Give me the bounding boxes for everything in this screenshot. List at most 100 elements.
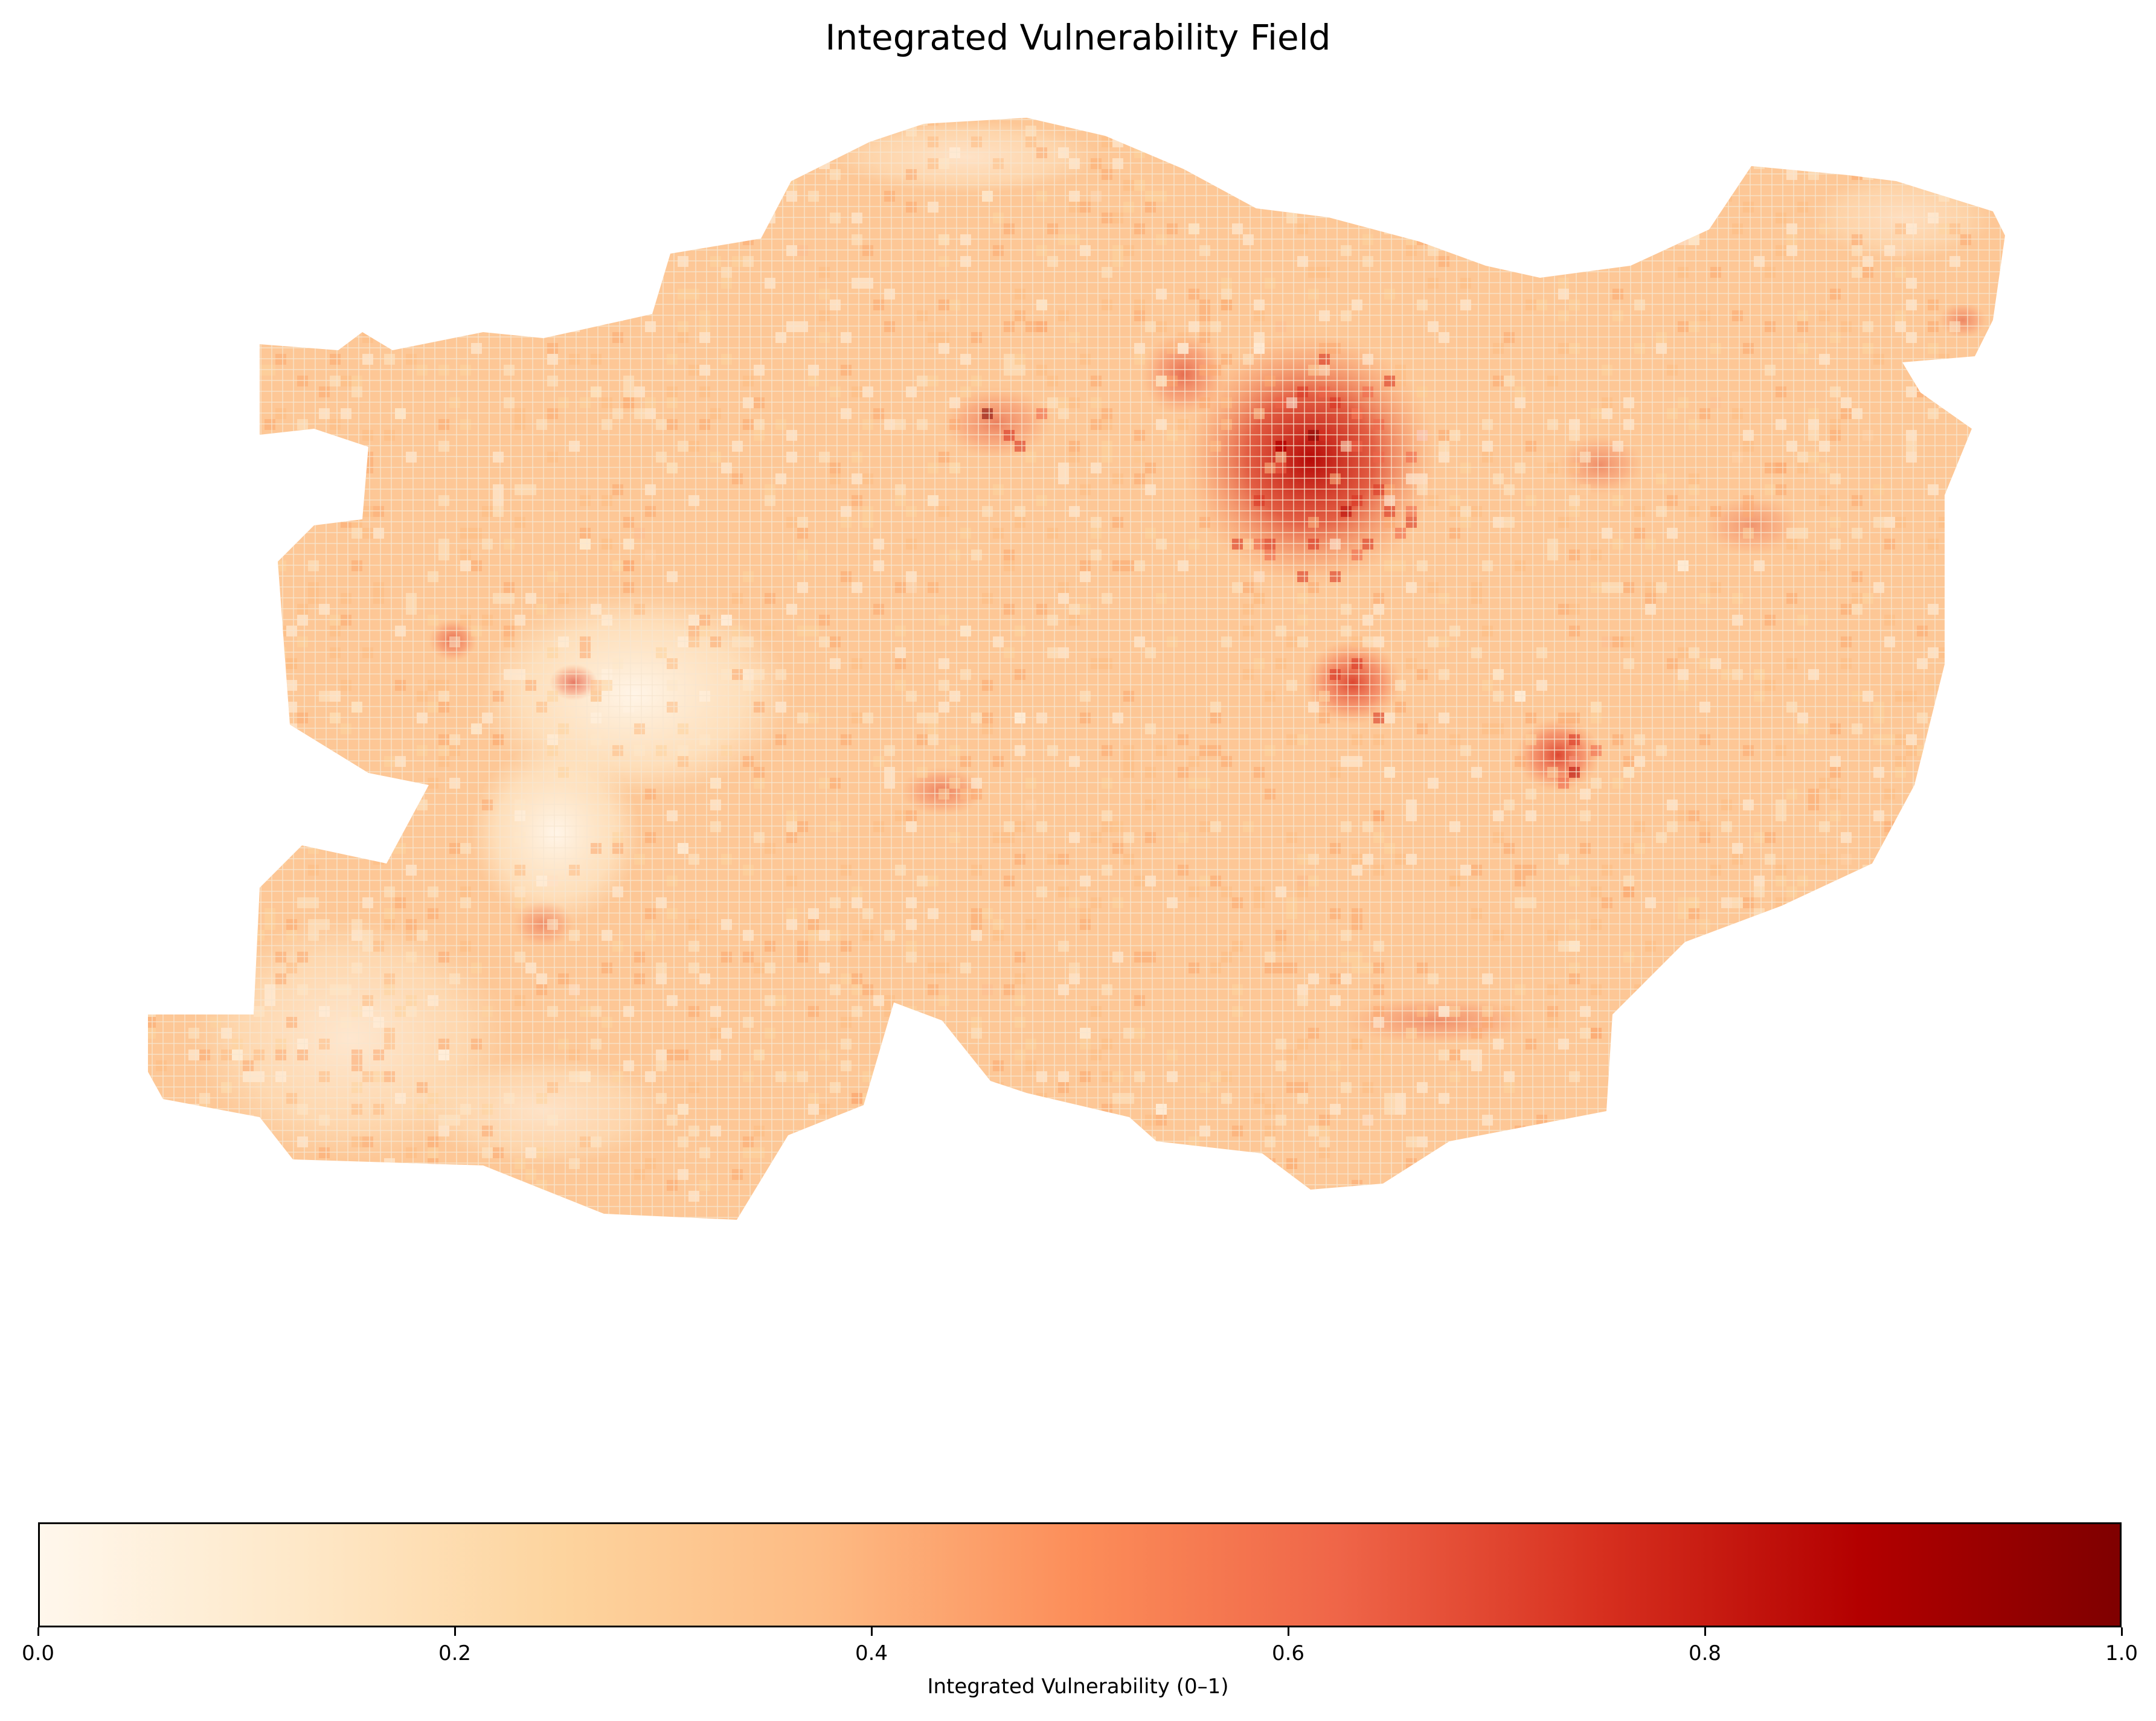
grid-cell [808,1136,819,1147]
grid-cell [1949,886,1960,897]
grid-cell [188,354,199,365]
grid-cell [471,191,482,202]
grid-cell [1612,1039,1623,1050]
grid-cell [580,213,591,223]
grid-cell [1862,963,1873,973]
grid-cell [1841,1093,1852,1104]
grid-cell [265,550,275,560]
grid-cell [330,267,341,278]
grid-cell [1830,1180,1841,1191]
grid-cell [178,147,188,158]
grid-cell [1949,571,1960,582]
grid-cell [373,843,384,854]
grid-cell [188,430,199,441]
grid-cell [167,397,178,408]
grid-cell [482,191,493,202]
grid-cell [232,865,243,876]
grid-cell [1634,1158,1645,1169]
grid-cell [1841,126,1852,136]
grid-cell [754,118,765,126]
grid-cell [1352,180,1362,191]
grid-cell [906,1039,917,1050]
grid-cell [449,321,460,332]
grid-cell [1710,191,1721,202]
grid-cell [623,202,634,213]
grid-cell [1254,118,1265,126]
grid-cell [1960,995,1971,1006]
colorbar-tick [2121,1627,2123,1636]
grid-cell [1482,191,1493,202]
grid-cell [178,484,188,495]
grid-cell [710,158,721,169]
grid-cell [482,169,493,180]
grid-cell [1765,126,1776,136]
grid-cell [395,158,406,169]
grid-cell [1167,136,1178,147]
grid-cell [373,789,384,800]
grid-cell [938,1147,949,1158]
grid-cell [1862,1060,1873,1071]
grid-cell [243,147,254,158]
grid-cell [449,267,460,278]
grid-cell [449,118,460,126]
grid-cell [406,278,417,289]
grid-cell [254,745,265,756]
grid-cell [148,408,156,419]
grid-cell [210,386,221,397]
grid-cell [1884,952,1895,963]
grid-cell [1895,1093,1906,1104]
grid-cell [188,1158,199,1169]
grid-cell [1569,1169,1580,1180]
grid-cell [1710,1006,1721,1017]
grid-cell [1634,180,1645,191]
grid-cell [156,626,167,636]
grid-cell [1721,1104,1732,1115]
grid-cell [1873,1006,1884,1017]
grid-cell [148,256,156,267]
grid-cell [1776,1093,1786,1104]
grid-cell [384,223,395,234]
grid-cell [982,1136,993,1147]
grid-cell [148,767,156,778]
grid-cell [1504,1147,1515,1158]
grid-cell [1939,952,1949,963]
grid-cell [1732,1126,1743,1136]
grid-cell [148,615,156,626]
grid-cell [1797,1104,1808,1115]
grid-cell [221,789,232,800]
grid-cell [199,680,210,691]
grid-cell [1819,984,1830,995]
grid-cell [1852,1104,1862,1115]
grid-cell [265,669,275,680]
grid-cell [1776,1126,1786,1136]
colorbar-tick-label: 0.8 [1688,1641,1722,1665]
grid-cell [221,963,232,973]
grid-cell [1645,1136,1656,1147]
grid-cell [1667,1158,1678,1169]
grid-cell [1471,158,1482,169]
colorbar-tick [454,1627,456,1636]
grid-cell [1906,1071,1917,1082]
grid-cell [1830,1158,1841,1169]
grid-cell [1047,1104,1058,1115]
grid-cell [917,1082,928,1093]
grid-cell [1819,1104,1830,1115]
grid-cell [1243,126,1254,136]
grid-cell [243,517,254,528]
grid-cell [1406,118,1417,126]
grid-cell [188,821,199,832]
grid-cell [254,723,265,734]
grid-cell [188,1136,199,1147]
grid-cell [232,941,243,952]
grid-cell [1917,147,1928,158]
grid-cell [199,1158,210,1169]
grid-cell [602,289,612,300]
grid-cell [1091,1147,1102,1158]
grid-cell [1243,191,1254,202]
grid-cell [1645,1147,1656,1158]
grid-cell [1678,1006,1689,1017]
grid-cell [1569,256,1580,267]
grid-cell [1917,919,1928,930]
grid-cell [1199,136,1210,147]
grid-cell [460,278,471,289]
